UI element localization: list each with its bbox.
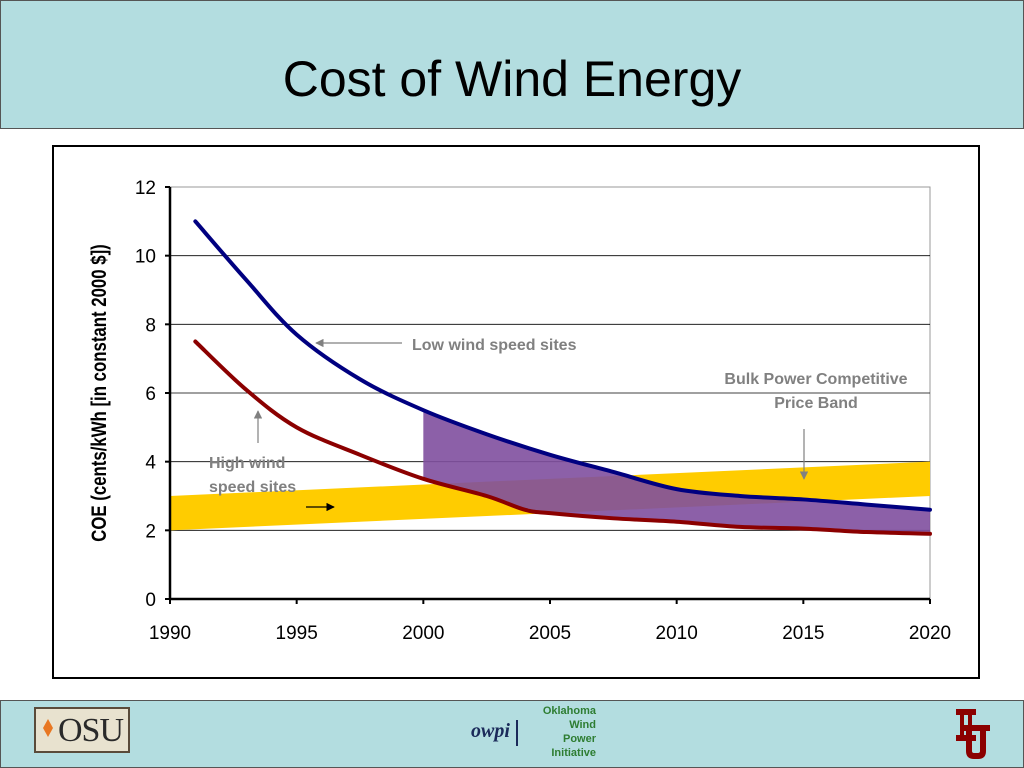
owpi-text: Oklahoma Wind Power Initiative — [532, 704, 596, 760]
owpi-line: Wind — [569, 719, 596, 731]
series-line-high-wind — [193, 339, 932, 536]
y-axis-label: COE (cents/kWh [in constant 2000 $]) — [88, 244, 111, 542]
owpi-logo: owpi Oklahoma Wind Power Initiative — [468, 704, 596, 760]
cost-chart: 0 2 4 6 8 10 12 1990 1995 2000 2005 2010 2015 2020 COE… — [88, 178, 951, 644]
high-wind-label: speed sites — [209, 479, 296, 496]
osu-flame-icon — [43, 719, 53, 737]
y-tick-label: 8 — [145, 315, 156, 336]
x-tick-label: 1995 — [276, 623, 318, 644]
low-wind-label: Low wind speed sites — [412, 337, 577, 354]
owpi-line: Oklahoma — [542, 705, 596, 717]
osu-logo: OSU — [34, 707, 130, 753]
y-tick-label: 0 — [145, 590, 156, 611]
y-tick-label: 2 — [145, 521, 156, 542]
y-tick-label: 12 — [135, 178, 156, 199]
y-tick-label: 10 — [135, 247, 156, 268]
chart-frame: 0 2 4 6 8 10 12 1990 1995 2000 2005 2010 2015 2020 COE… — [52, 145, 980, 679]
owpi-line: Initiative — [551, 747, 596, 759]
x-tick-label: 2015 — [782, 623, 824, 644]
savings-region — [423, 410, 930, 534]
owpi-line: Power — [562, 733, 596, 745]
x-tick-label: 2020 — [909, 623, 951, 644]
x-tick-label: 2010 — [656, 623, 698, 644]
series-line-low-wind — [193, 219, 932, 512]
page-title: Cost of Wind Energy — [282, 51, 742, 107]
x-tick-label: 1990 — [149, 623, 191, 644]
ou-logo-icon — [956, 709, 990, 759]
y-tick-label: 6 — [145, 384, 156, 405]
title-banner — [0, 0, 1024, 129]
price-band-label: Bulk Power Competitive — [724, 371, 907, 388]
high-wind-label: High wind — [209, 455, 285, 472]
y-tick-label: 4 — [145, 453, 156, 474]
x-tick-label: 2000 — [402, 623, 444, 644]
owpi-divider — [516, 720, 518, 746]
x-tick-label: 2005 — [529, 623, 571, 644]
price-band-label: Price Band — [774, 395, 858, 412]
osu-logo-text: OSU — [58, 712, 124, 749]
owpi-mark: owpi — [471, 720, 510, 742]
